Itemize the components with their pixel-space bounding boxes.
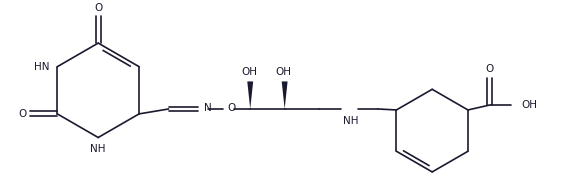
Text: OH: OH xyxy=(276,67,292,77)
Text: N: N xyxy=(204,103,212,113)
Text: NH: NH xyxy=(90,144,106,154)
Text: OH: OH xyxy=(241,67,257,77)
Text: OH: OH xyxy=(521,100,537,110)
Polygon shape xyxy=(247,81,253,109)
Text: HN: HN xyxy=(34,62,49,72)
Text: O: O xyxy=(228,103,236,113)
Polygon shape xyxy=(282,81,288,109)
Text: O: O xyxy=(94,3,102,13)
Text: O: O xyxy=(485,64,494,74)
Text: NH: NH xyxy=(343,116,358,126)
Text: O: O xyxy=(19,109,27,119)
